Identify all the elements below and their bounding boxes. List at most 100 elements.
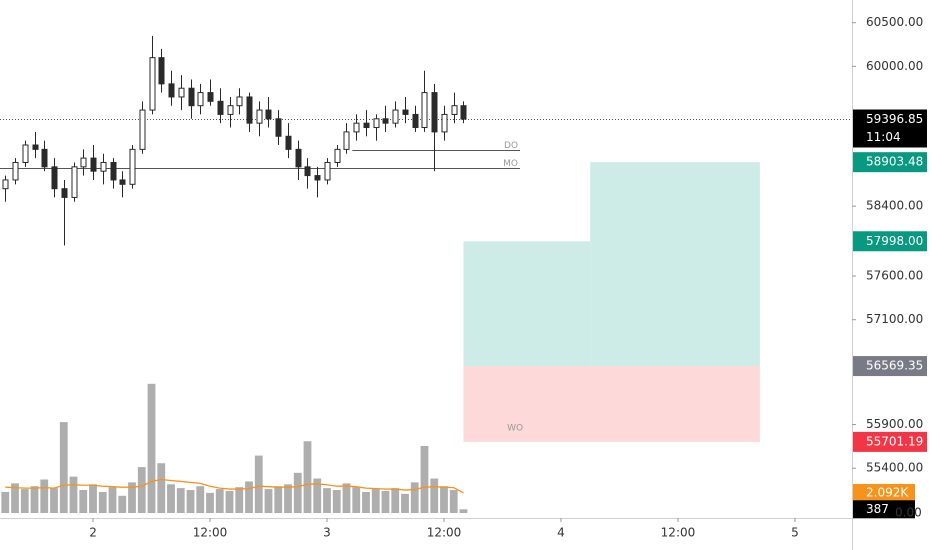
volume-bar bbox=[128, 482, 136, 513]
candle-body bbox=[178, 87, 185, 98]
y-tick-label: 55900.00 bbox=[866, 417, 923, 431]
current-price-bg bbox=[853, 109, 927, 148]
candle-body bbox=[51, 166, 58, 190]
candle-body bbox=[431, 92, 438, 133]
candle-body bbox=[197, 92, 204, 107]
candle-body bbox=[363, 122, 370, 129]
volume-bar bbox=[381, 490, 390, 513]
candle-body bbox=[382, 118, 389, 124]
level-label: MO bbox=[503, 159, 518, 169]
volume-bar bbox=[20, 489, 29, 513]
volume-bar bbox=[79, 490, 88, 513]
volume-bar bbox=[137, 467, 146, 513]
candle-body bbox=[343, 131, 350, 150]
x-tick-label: 12:00 bbox=[661, 526, 696, 540]
position-box bbox=[590, 162, 760, 367]
volume-bar bbox=[332, 490, 341, 513]
volume-label: 0.00 bbox=[895, 506, 922, 520]
candle-body bbox=[32, 144, 39, 150]
volume-bar bbox=[176, 488, 185, 513]
candle-body bbox=[256, 109, 263, 124]
volume-bar bbox=[147, 383, 156, 513]
candle-body bbox=[304, 166, 311, 177]
volume-label: 387 bbox=[866, 502, 889, 516]
position-box bbox=[463, 241, 591, 367]
current-price-label: 59396.85 bbox=[866, 112, 923, 126]
candle-body bbox=[373, 118, 380, 129]
volume-bar bbox=[196, 486, 205, 513]
volume-bar bbox=[254, 455, 263, 513]
volume-bar bbox=[274, 486, 283, 513]
candle-body bbox=[265, 109, 272, 120]
volume-bar bbox=[313, 478, 322, 513]
candle-body bbox=[71, 166, 78, 198]
volume-bar bbox=[98, 491, 107, 513]
volume-bar bbox=[30, 486, 39, 513]
volume-bar bbox=[69, 476, 78, 513]
y-tick-label: 57100.00 bbox=[866, 312, 923, 326]
volume-bar bbox=[235, 487, 244, 513]
candle-body bbox=[285, 135, 292, 150]
candle-body bbox=[207, 92, 214, 102]
volume-bar bbox=[40, 479, 49, 513]
volume-bar bbox=[186, 490, 195, 513]
volume-bar bbox=[11, 483, 19, 513]
candle-body bbox=[275, 118, 282, 137]
candle-body bbox=[119, 179, 126, 185]
x-tick-label: 4 bbox=[557, 526, 565, 540]
y-tick-label: 57600.00 bbox=[866, 269, 923, 283]
volume-bar bbox=[459, 509, 468, 513]
candle-body bbox=[451, 105, 458, 115]
candle-body bbox=[2, 179, 9, 190]
candle-body bbox=[129, 148, 136, 185]
candle-body bbox=[295, 148, 302, 168]
volume-bar bbox=[371, 489, 380, 513]
candle-body bbox=[236, 96, 243, 107]
candle-body bbox=[217, 100, 224, 115]
y-tick-label: 55400.00 bbox=[866, 461, 923, 475]
candle-body bbox=[90, 157, 97, 172]
volume-bar bbox=[391, 488, 400, 513]
volume-bar bbox=[206, 492, 214, 513]
candle-body bbox=[227, 105, 234, 115]
candle-body bbox=[110, 161, 117, 181]
price-label-bg bbox=[853, 152, 927, 173]
volume-label: 2.092K bbox=[866, 485, 909, 499]
volume-bar bbox=[264, 489, 273, 513]
volume-bar bbox=[50, 488, 58, 513]
volume-bar bbox=[245, 481, 253, 513]
volume-bar bbox=[440, 486, 448, 513]
x-tick-label: 5 bbox=[791, 526, 799, 540]
position-box bbox=[463, 366, 760, 442]
candle-body bbox=[168, 83, 175, 98]
volume-bar bbox=[449, 490, 458, 513]
y-tick-label: 58400.00 bbox=[866, 199, 923, 213]
candle-body bbox=[149, 57, 156, 111]
volume-bar bbox=[118, 495, 127, 513]
volume-bar bbox=[167, 484, 175, 513]
y-tick-label: 60000.00 bbox=[866, 59, 923, 73]
volume-bar bbox=[225, 490, 234, 513]
volume-ma-line bbox=[5, 478, 464, 494]
level-label: DO bbox=[504, 141, 518, 151]
candle-body bbox=[158, 57, 165, 85]
candle-body bbox=[22, 144, 29, 163]
countdown-label: 11:04 bbox=[866, 130, 901, 144]
volume-bar bbox=[293, 472, 302, 513]
candle-body bbox=[80, 157, 87, 168]
candle-body bbox=[100, 161, 107, 172]
x-tick-label: 12:00 bbox=[193, 526, 228, 540]
price-label: 55701.19 bbox=[866, 434, 923, 448]
volume-bar bbox=[284, 484, 292, 513]
x-tick-label: 2 bbox=[89, 526, 97, 540]
candle-body bbox=[353, 122, 360, 133]
volume-label-bg bbox=[853, 500, 915, 519]
price-label-bg bbox=[853, 431, 927, 452]
volume-bar bbox=[323, 488, 331, 513]
volume-bar bbox=[157, 463, 166, 513]
candle-body bbox=[441, 113, 448, 133]
candle-body bbox=[41, 148, 48, 168]
candle-body bbox=[314, 175, 321, 181]
volume-bar bbox=[59, 422, 68, 513]
